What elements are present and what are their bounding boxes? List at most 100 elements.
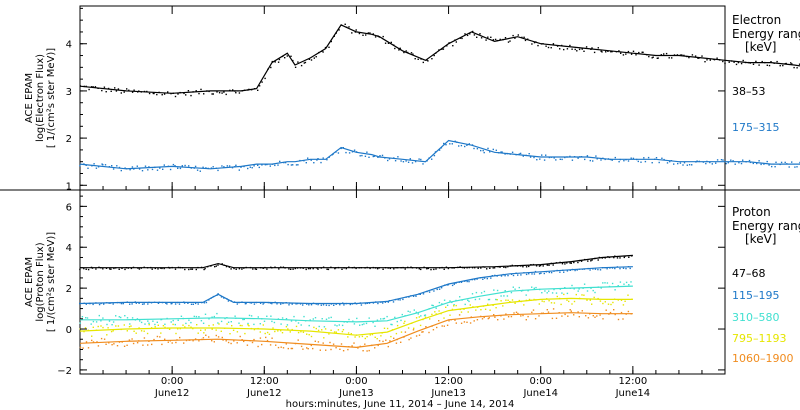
electron-series-point [90,86,93,88]
electron-series-point [274,61,276,63]
electron-series-point [697,57,699,59]
proton-series-point [103,303,105,305]
proton-series-point [79,302,81,305]
proton-series-point [179,266,181,269]
electron-series-point [472,30,474,33]
proton-series-point [467,299,469,301]
proton-series-point [102,326,104,329]
proton-series-point [211,316,213,318]
electron-series-point [411,162,414,164]
electron-series-point [420,58,422,60]
proton-series-point [112,321,115,323]
proton-series-point [312,302,315,304]
proton-series-point [600,287,602,289]
proton-series-point [571,268,574,271]
proton-series-point [294,267,296,270]
proton-series-point [138,302,140,304]
proton-series-point [573,288,575,290]
proton-series-point [418,293,420,295]
proton-series-point [190,321,192,324]
electron-series-point [200,88,202,91]
proton-series-point [317,329,320,332]
proton-series-point [620,299,623,301]
electron-series-point [253,88,256,90]
proton-series-point [195,268,197,271]
proton-series-point [262,267,264,269]
proton-series-point [577,290,579,292]
proton-series-point [121,341,123,343]
proton-series-point [539,264,542,267]
proton-series-point [609,267,611,269]
electron-series-point [351,32,353,34]
electron-series-point [464,33,466,35]
proton-series-point [192,327,194,330]
proton-series-point [249,340,251,342]
proton-series-point [305,268,307,271]
proton-series-point [250,327,253,330]
electron-series-point [232,89,234,91]
proton-series-point [435,313,437,315]
electron-series-point [177,167,179,169]
proton-series-point [573,314,575,316]
proton-series-point [113,267,115,270]
proton-series-point [244,332,246,335]
proton-series-line-0 [80,254,633,269]
proton-series-point [119,302,121,304]
electron-series-point [647,156,650,159]
proton-series-point [459,296,461,298]
proton-series-point [266,339,269,342]
proton-series-point [332,343,335,345]
proton-series-point [239,335,241,338]
proton-series-point [280,330,282,332]
electron-series-point [208,90,210,93]
electron-series-point [344,23,346,25]
electron-series-point [335,32,337,34]
proton-series-point [513,312,515,314]
proton-series-point [81,316,84,318]
proton-series-point [190,268,192,270]
proton-series-point [413,327,415,329]
electron-series-point [644,160,647,163]
electron-series-point [107,87,110,90]
proton-series-point [364,302,367,305]
proton-series-point [558,297,561,300]
electron-series-point [104,164,107,166]
electron-series-point [303,160,305,162]
proton-series-point [275,344,277,346]
proton-series-point [368,302,371,304]
proton-series-point [376,319,379,321]
proton-series-point [561,315,563,317]
electron-series-point [607,50,609,52]
electron-series-point [525,154,527,157]
proton-series-point [553,302,556,304]
proton-series-point [176,339,178,341]
proton-series-point [464,303,466,306]
proton-series-point [525,294,527,296]
proton-series-point [610,303,612,306]
electron-series-point [541,154,543,156]
electron-series-point [651,57,653,59]
proton-series-point [137,267,139,269]
proton-series-point [147,344,149,346]
proton-series-point [586,299,588,301]
electron-series-point [440,147,443,149]
proton-series-point [160,318,163,321]
electron-series-point [326,159,328,161]
electron-series-point [366,151,368,153]
proton-series-point [459,266,461,268]
proton-series-point [533,273,536,275]
electron-series-point [292,164,294,166]
electron-series-point [199,170,201,172]
proton-series-point [259,331,261,333]
proton-series-point [581,310,583,312]
proton-series-point [486,277,488,280]
proton-series-point [592,289,594,292]
proton-series-point [200,320,203,322]
electron-series-point [258,166,260,169]
proton-series-point [628,256,630,258]
proton-series-point [612,301,614,304]
electron-series-point [748,61,750,64]
electron-legend-item-1: 175–315 [732,121,780,134]
proton-series-point [183,301,185,303]
proton-series-point [361,335,364,338]
